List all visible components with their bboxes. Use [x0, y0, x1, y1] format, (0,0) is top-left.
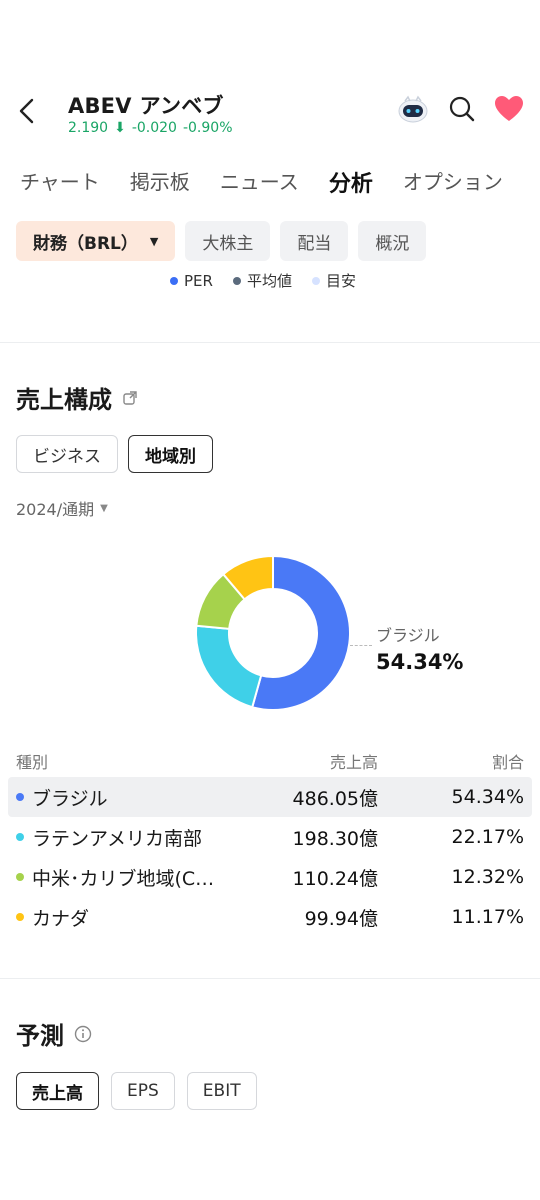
tab-news[interactable]: ニュース — [219, 170, 299, 194]
row-revenue: 110.24億 — [292, 867, 378, 890]
quote-line: 2.190 ⬇ -0.020 -0.90% — [68, 120, 239, 136]
row-share: 54.34% — [451, 786, 524, 808]
callout-value: 54.34% — [376, 650, 464, 674]
analysis-subtabs: 財務（BRL） ▼ 大株主 配当 概況 — [16, 221, 427, 261]
legend-dot-icon — [170, 276, 178, 285]
donut-slice[interactable] — [195, 624, 263, 709]
forecast-section-title: 予測 — [16, 1016, 92, 1051]
subtab-dividends[interactable]: 配当 — [280, 221, 349, 261]
row-revenue: 198.30億 — [292, 827, 378, 850]
callout-name: ブラジル — [376, 626, 440, 645]
section-divider — [0, 978, 540, 979]
table-row[interactable]: ブラジル 486.05億 54.34% — [8, 777, 532, 817]
header-icons — [396, 94, 524, 124]
revenue-title-text: 売上構成 — [16, 386, 112, 414]
subtab-financials[interactable]: 財務（BRL） ▼ — [16, 221, 176, 261]
row-share: 11.17% — [451, 906, 524, 928]
section-divider — [0, 342, 540, 343]
tab-analysis[interactable]: 分析 — [328, 166, 373, 202]
tab-options[interactable]: オプション — [402, 170, 503, 194]
subtab-financials-label: 財務（BRL） — [33, 233, 138, 254]
revenue-table: 種別 売上高 割合 ブラジル 486.05億 54.34% ラテンアメリカ南部 … — [8, 745, 532, 937]
column-revenue: 売上高 — [329, 753, 378, 772]
row-type: ブラジル — [32, 787, 108, 810]
row-share: 22.17% — [451, 826, 524, 848]
legend-item: PER — [170, 270, 213, 291]
series-dot-icon — [16, 873, 24, 881]
stock-title: ABEV アンベブ — [68, 90, 224, 120]
down-arrow-icon: ⬇ — [114, 120, 126, 136]
segment-region-button[interactable]: 地域別 — [128, 435, 213, 473]
change-value: -0.020 — [131, 120, 177, 136]
subtab-shareholders[interactable]: 大株主 — [185, 221, 271, 261]
forecast-tabs: 売上高 EPS EBIT — [16, 1072, 257, 1110]
clipped-text — [16, 1132, 20, 1140]
table-row[interactable]: ラテンアメリカ南部 198.30億 22.17% — [8, 817, 532, 857]
info-icon[interactable] — [74, 1025, 92, 1043]
revenue-donut-chart — [195, 555, 351, 711]
column-share: 割合 — [491, 753, 524, 772]
caret-down-icon: ▼ — [100, 502, 108, 514]
period-selector[interactable]: 2024/通期 ▼ — [16, 496, 108, 520]
row-type: カナダ — [32, 907, 90, 930]
revenue-section-title: 売上構成 — [16, 380, 138, 415]
table-row[interactable]: 中米･カリブ地域(C… 110.24億 12.32% — [8, 857, 532, 897]
legend-item: 目安 — [311, 270, 356, 291]
forecast-tab-ebit[interactable]: EBIT — [186, 1072, 257, 1110]
legend-item: 平均値 — [232, 270, 292, 291]
segment-business-button[interactable]: ビジネス — [16, 435, 118, 473]
legend-dot-icon — [311, 276, 320, 285]
callout-line — [350, 645, 372, 646]
per-legend: PER 平均値 目安 — [170, 270, 356, 291]
series-dot-icon — [16, 793, 24, 801]
row-type: ラテンアメリカ南部 — [32, 827, 203, 850]
robot-assistant-icon[interactable] — [396, 94, 430, 124]
table-header: 種別 売上高 割合 — [8, 745, 532, 777]
forecast-tab-revenue[interactable]: 売上高 — [16, 1072, 99, 1110]
ticker-symbol: ABEV — [68, 94, 132, 118]
tab-chart[interactable]: チャート — [20, 170, 100, 194]
share-icon[interactable] — [122, 390, 138, 406]
forecast-tab-eps[interactable]: EPS — [111, 1072, 175, 1110]
table-row[interactable]: カナダ 99.94億 11.17% — [8, 897, 532, 937]
series-dot-icon — [16, 833, 24, 841]
main-tabs: チャート 掲示板 ニュース 分析 オプション — [20, 166, 530, 202]
donut-slice[interactable] — [221, 555, 274, 601]
period-label: 2024/通期 — [16, 500, 95, 519]
series-dot-icon — [16, 913, 24, 921]
column-type: 種別 — [16, 753, 49, 772]
search-icon[interactable] — [448, 95, 476, 123]
row-type: 中米･カリブ地域(C… — [32, 867, 215, 890]
change-percent: -0.90% — [182, 120, 233, 136]
donut-slice[interactable] — [251, 555, 351, 711]
legend-dot-icon — [232, 276, 241, 285]
subtab-overview[interactable]: 概況 — [358, 221, 427, 261]
legend-label: 平均値 — [246, 272, 292, 290]
stock-header: ABEV アンベブ 2.190 ⬇ -0.020 -0.90% — [0, 88, 540, 148]
forecast-title-text: 予測 — [16, 1022, 64, 1050]
row-revenue: 486.05億 — [292, 787, 378, 810]
legend-label: 目安 — [325, 272, 356, 290]
favorite-heart-icon[interactable] — [494, 95, 524, 123]
caret-down-icon: ▼ — [149, 234, 159, 248]
tab-board[interactable]: 掲示板 — [129, 170, 190, 194]
legend-label: PER — [184, 271, 213, 290]
row-revenue: 99.94億 — [304, 907, 378, 930]
row-share: 12.32% — [451, 866, 524, 888]
price: 2.190 — [68, 120, 109, 136]
revenue-segment-toggle: ビジネス 地域別 — [16, 435, 213, 473]
back-arrow-icon[interactable] — [14, 96, 40, 126]
company-name: アンベブ — [139, 94, 224, 118]
